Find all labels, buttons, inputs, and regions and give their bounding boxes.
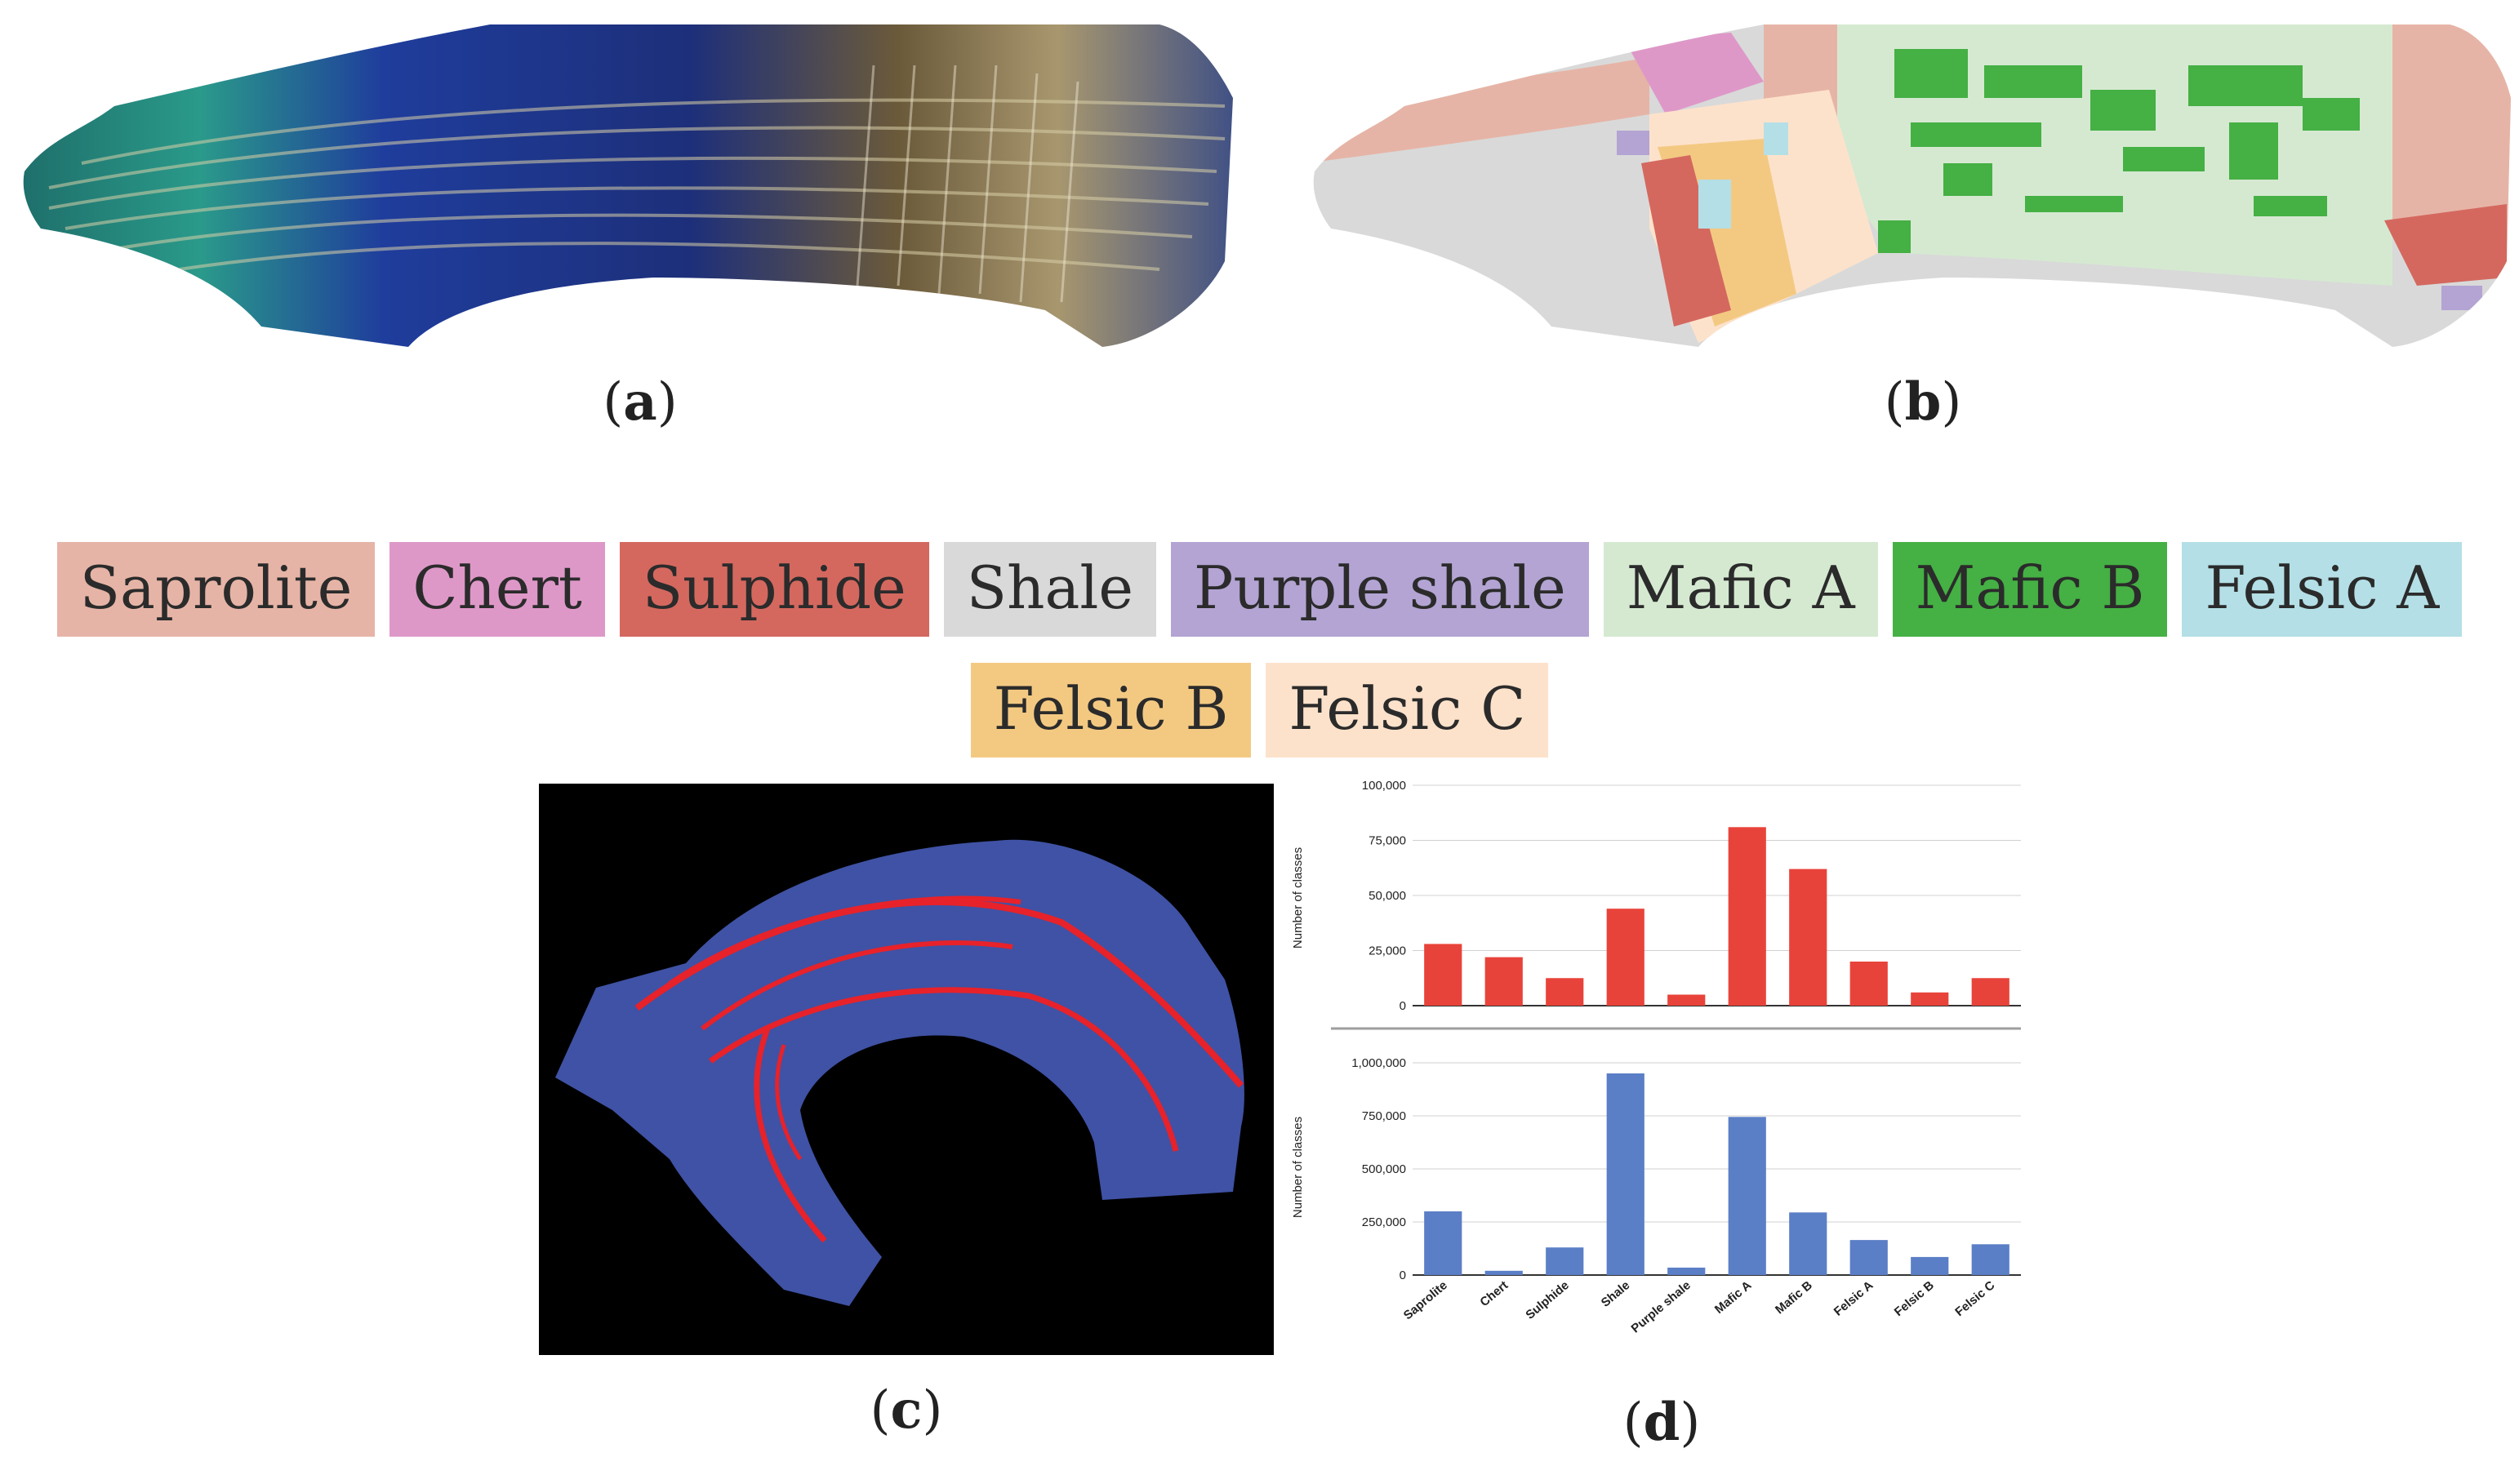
caption-c: (c): [870, 1380, 943, 1441]
chart-category-label: Felsic C: [1952, 1278, 1997, 1319]
chart-1-bar-shale: [1606, 909, 1644, 1006]
legend-mafic-a: Mafic A: [1603, 542, 1878, 637]
chart-category-label: Shale: [1599, 1278, 1633, 1310]
chart-1-ytick-label: 50,000: [1369, 889, 1406, 903]
chart-category-label: Mafic A: [1712, 1278, 1754, 1317]
panel-b-classification-map: [1306, 16, 2515, 351]
chart-1-bar-mafic-b: [1789, 869, 1827, 1006]
chart-1-ylabel: Number of classes: [1291, 847, 1305, 949]
panel-c-mask-image: [539, 784, 1274, 1355]
legend-mafic-b: Mafic B: [1892, 542, 2168, 637]
legend-shale: Shale: [943, 542, 1157, 637]
chart-2-bar-sulphide: [1546, 1247, 1584, 1275]
chart-1-bar-saprolite: [1424, 944, 1462, 1006]
chart-2-bar-purple-shale: [1667, 1267, 1706, 1275]
legend-purple-shale: Purple shale: [1171, 542, 1589, 637]
legend-felsic-a: Felsic A: [2182, 542, 2463, 637]
chart-category-label: Saprolite: [1401, 1278, 1450, 1322]
chart-1-ytick-label: 75,000: [1369, 834, 1406, 848]
caption-b: (b): [1884, 371, 1962, 433]
legend-sulphide: Sulphide: [619, 542, 929, 637]
chart-1-ytick-label: 25,000: [1369, 944, 1406, 958]
chart-2-bar-felsic-b: [1911, 1256, 1949, 1275]
chart-1-bar-mafic-a: [1728, 827, 1766, 1006]
chart-2-ytick-label: 750,000: [1362, 1109, 1406, 1123]
chart-1-bar-felsic-b: [1911, 992, 1949, 1006]
annotation-mask: [555, 839, 1244, 1306]
chart-2-bar-chert: [1484, 1270, 1523, 1275]
hyperspectral-pit-image: [23, 24, 1234, 347]
chart-1-bar-chert: [1484, 957, 1523, 1006]
chart-1-bar-purple-shale: [1667, 994, 1706, 1006]
chart-2-ytick-label: 1,000,000: [1351, 1056, 1406, 1070]
chart-category-label: Purple shale: [1629, 1278, 1693, 1335]
legend-felsic-c: Felsic C: [1266, 663, 1549, 758]
chart-category-label: Mafic B: [1773, 1278, 1815, 1317]
chart-2-bar-shale: [1606, 1073, 1644, 1275]
class-count-charts: Number of classes Number of classes 0 25,…: [1291, 779, 2021, 1335]
chart-2-bar-mafic-b: [1789, 1212, 1827, 1275]
chart-2-bar-mafic-a: [1728, 1117, 1766, 1275]
chart-1-bar-sulphide: [1546, 978, 1584, 1006]
chart-1-bar-felsic-a: [1849, 962, 1888, 1006]
chart-2-bar-felsic-c: [1971, 1244, 2009, 1275]
legend-saprolite: Saprolite: [56, 542, 376, 637]
chart-2-ytick-label: 500,000: [1362, 1162, 1406, 1176]
chart-category-label: Felsic B: [1892, 1278, 1937, 1319]
panel-d-charts: Number of classes Number of classes 0 25,…: [1290, 775, 2025, 1363]
chart-1-bar-felsic-c: [1971, 978, 2009, 1006]
legend-row-1: Saprolite Chert Sulphide Shale Purple sh…: [0, 542, 2519, 637]
chart-category-label: Sulphide: [1523, 1278, 1571, 1322]
chart-2-bar-felsic-a: [1849, 1240, 1888, 1275]
caption-d: (d): [1622, 1392, 1701, 1453]
panel-a-image: [16, 16, 1241, 351]
chart-2-bar-saprolite: [1424, 1211, 1462, 1275]
chart-category-label: Felsic A: [1831, 1278, 1876, 1319]
chart-2-ytick-label: 250,000: [1362, 1215, 1406, 1229]
chart-2-ytick-label: 0: [1400, 1269, 1406, 1282]
legend-row-2: Felsic B Felsic C: [0, 663, 2519, 758]
caption-a: (a): [603, 371, 678, 433]
chart-2-ylabel: Number of classes: [1291, 1117, 1305, 1218]
classification-map: [1313, 24, 2512, 347]
chart-1-ytick-label: 0: [1400, 999, 1406, 1013]
legend-chert: Chert: [389, 542, 605, 637]
legend-felsic-b: Felsic B: [970, 663, 1252, 758]
chart-category-label: Chert: [1477, 1278, 1511, 1309]
chart-1-ytick-label: 100,000: [1362, 779, 1406, 793]
